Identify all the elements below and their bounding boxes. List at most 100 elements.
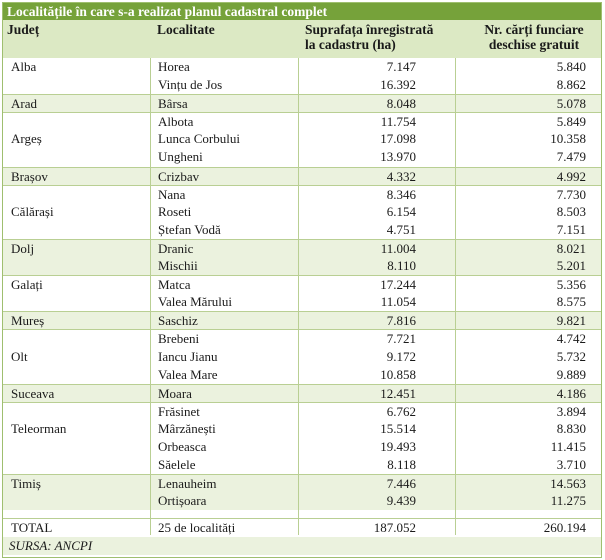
table-row: Ștefan Vodă 4.751 7.151 — [3, 221, 601, 239]
table-row: Lenauheim 7.446 14.563 Timiș — [3, 474, 601, 493]
cell-localitate: Lenauheim — [158, 476, 217, 492]
cell-suprafata: 7.721 — [386, 331, 416, 347]
table-row: Iancu Jianu 9.172 5.732 Olt — [3, 348, 601, 366]
header-carti-line2: deschise gratuit — [488, 37, 580, 52]
column-divider — [298, 58, 299, 535]
cell-carti: 3.894 — [556, 403, 586, 419]
table-row: Moara 12.451 4.186 Suceava — [3, 383, 601, 402]
cell-localitate: Iancu Jianu — [158, 348, 218, 364]
header-suprafata: Suprafața înregistrată la cadastru (ha) — [305, 22, 453, 52]
cell-suprafata: 7.446 — [386, 476, 416, 492]
cell-suprafata: 11.754 — [380, 114, 416, 130]
cell-localitate: Saschiz — [158, 313, 198, 329]
cell-suprafata: 19.493 — [380, 438, 416, 454]
table-row: Mârzănești 15.514 8.830 Teleorman — [3, 420, 601, 438]
cell-suprafata: 6.762 — [386, 403, 416, 419]
cell-carti: 5.078 — [556, 96, 586, 112]
cell-carti: 8.021 — [556, 240, 586, 256]
table-header: Județ Localitate Suprafața înregistrată … — [3, 20, 601, 58]
header-judet: Județ — [7, 22, 40, 37]
table-row: Vințu de Jos 16.392 8.862 — [3, 76, 601, 94]
cell-judet: Galați — [11, 277, 43, 293]
table-row: Ungheni 13.970 7.479 — [3, 148, 601, 166]
total-suprafata: 187.052 — [373, 520, 416, 535]
cell-localitate: Nana — [158, 186, 186, 202]
total-carti: 260.194 — [543, 520, 586, 535]
table-row: Matca 17.244 5.356 Galați — [3, 275, 601, 293]
cell-localitate: Ungheni — [158, 149, 203, 165]
cell-carti: 5.840 — [556, 59, 586, 74]
cell-judet: Mureș — [11, 313, 45, 329]
table-row: Nana 8.346 7.730 — [3, 184, 601, 203]
cell-localitate: Crizbav — [158, 168, 200, 184]
table-title: Localitățile în care s-a realizat planul… — [3, 3, 601, 20]
table-row: Bârsa 8.048 5.078 Arad — [3, 94, 601, 113]
cell-suprafata: 8.048 — [386, 96, 416, 112]
cell-carti: 5.849 — [556, 114, 586, 130]
table-row: Lunca Corbului 17.098 10.358 Argeș — [3, 130, 601, 148]
cell-localitate: Frăsinet — [158, 403, 200, 419]
cell-localitate: Lunca Corbului — [158, 131, 240, 147]
cell-suprafata: 16.392 — [380, 77, 416, 93]
cell-localitate: Brebeni — [158, 331, 200, 347]
cell-localitate: Horea — [158, 59, 190, 74]
cell-carti: 7.479 — [556, 149, 586, 165]
cell-localitate: Valea Mare — [158, 366, 218, 382]
cell-suprafata: 11.054 — [380, 294, 416, 310]
cell-suprafata: 8.118 — [387, 457, 416, 473]
cell-localitate: Mischii — [158, 258, 198, 274]
cell-judet: Teleorman — [11, 420, 67, 436]
cell-judet: Argeș — [11, 131, 42, 147]
column-divider — [455, 58, 456, 535]
column-divider — [150, 58, 151, 535]
cell-carti: 4.742 — [556, 331, 586, 347]
table-row: Săelele 8.118 3.710 — [3, 456, 601, 474]
header-carti: Nr. cărți funciare deschise gratuit — [470, 22, 598, 52]
cell-localitate: Vințu de Jos — [158, 77, 223, 93]
cell-carti: 9.889 — [556, 366, 586, 382]
cell-carti: 7.730 — [556, 186, 586, 202]
table-row: Crizbav 4.332 4.992 Brașov — [3, 166, 601, 185]
header-carti-line1: Nr. cărți funciare — [484, 22, 584, 37]
table-row: Brebeni 7.721 4.742 — [3, 329, 601, 347]
header-suprafata-line1: Suprafața înregistrată — [305, 22, 434, 37]
cell-suprafata: 11.004 — [380, 240, 416, 256]
table-body: Horea 7.147 5.840 Alba Vințu de Jos 16.392 8.8… — [3, 58, 601, 511]
cell-carti: 4.186 — [556, 385, 586, 401]
table-row: Ortișoara 9.439 11.275 — [3, 492, 601, 511]
cell-suprafata: 12.451 — [380, 385, 416, 401]
cell-suprafata: 8.346 — [386, 186, 416, 202]
cell-carti: 10.358 — [550, 131, 586, 147]
cell-localitate: Matca — [158, 277, 191, 293]
total-label: TOTAL — [11, 520, 53, 535]
cell-localitate: Albota — [158, 114, 194, 130]
cell-localitate: Orbeasca — [158, 438, 207, 454]
cell-carti: 8.830 — [556, 420, 586, 436]
cell-carti: 3.710 — [556, 457, 586, 473]
cell-carti: 14.563 — [550, 476, 586, 492]
total-row: TOTAL 25 de localități 187.052 260.194 — [3, 518, 601, 536]
cell-localitate: Dranic — [158, 240, 194, 256]
cell-suprafata: 9.172 — [386, 348, 416, 364]
table-row: Mischii 8.110 5.201 — [3, 257, 601, 276]
header-localitate: Localitate — [157, 22, 215, 37]
cell-carti: 11.415 — [550, 438, 586, 454]
cell-judet: Suceava — [11, 385, 55, 401]
cell-carti: 8.862 — [556, 77, 586, 93]
cell-carti: 5.201 — [556, 258, 586, 274]
cell-judet: Olt — [11, 348, 28, 364]
cell-carti: 8.575 — [556, 294, 586, 310]
table-row: Roseti 6.154 8.503 Călărași — [3, 203, 601, 221]
table-row: Frăsinet 6.762 3.894 — [3, 401, 601, 420]
cell-carti: 5.356 — [556, 277, 586, 293]
cell-carti: 5.732 — [556, 348, 586, 364]
table-row: Horea 7.147 5.840 Alba — [3, 58, 601, 76]
cell-judet: Dolj — [11, 240, 35, 256]
table-row: Albota 11.754 5.849 — [3, 112, 601, 130]
source-note: SURSA: ANCPI — [3, 537, 601, 555]
cell-carti: 8.503 — [556, 203, 586, 219]
cell-judet: Călărași — [11, 203, 54, 219]
cell-suprafata: 6.154 — [386, 203, 416, 219]
cell-suprafata: 17.244 — [380, 277, 416, 293]
